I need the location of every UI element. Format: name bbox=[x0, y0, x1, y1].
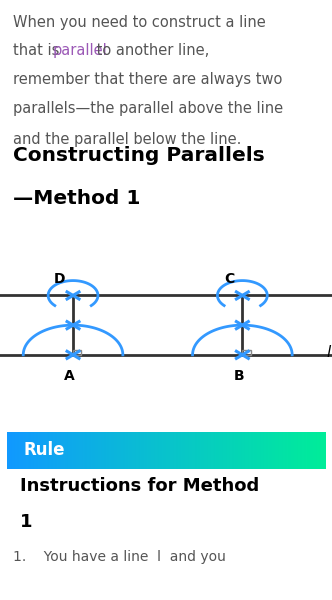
Text: B: B bbox=[234, 368, 244, 383]
Text: C: C bbox=[224, 272, 234, 286]
Text: Rule: Rule bbox=[23, 440, 65, 458]
Text: Instructions for Method: Instructions for Method bbox=[20, 478, 259, 496]
Text: When you need to construct a line: When you need to construct a line bbox=[13, 14, 266, 29]
Text: A: A bbox=[64, 368, 75, 383]
Text: 1.    You have a line  l  and you: 1. You have a line l and you bbox=[13, 550, 226, 563]
Text: that is: that is bbox=[13, 43, 64, 58]
FancyBboxPatch shape bbox=[0, 432, 332, 600]
Text: 1: 1 bbox=[20, 512, 33, 530]
Text: parallel: parallel bbox=[52, 43, 107, 58]
Text: remember that there are always two: remember that there are always two bbox=[13, 72, 283, 87]
Text: l: l bbox=[326, 346, 331, 361]
FancyBboxPatch shape bbox=[7, 469, 325, 596]
Text: and the parallel below the line.: and the parallel below the line. bbox=[13, 132, 242, 147]
Text: —Method 1: —Method 1 bbox=[13, 188, 141, 208]
Text: to another line,: to another line, bbox=[92, 43, 209, 58]
Text: Constructing Parallels: Constructing Parallels bbox=[13, 146, 265, 165]
Text: parallels—the parallel above the line: parallels—the parallel above the line bbox=[13, 101, 284, 116]
Text: D: D bbox=[54, 272, 65, 286]
